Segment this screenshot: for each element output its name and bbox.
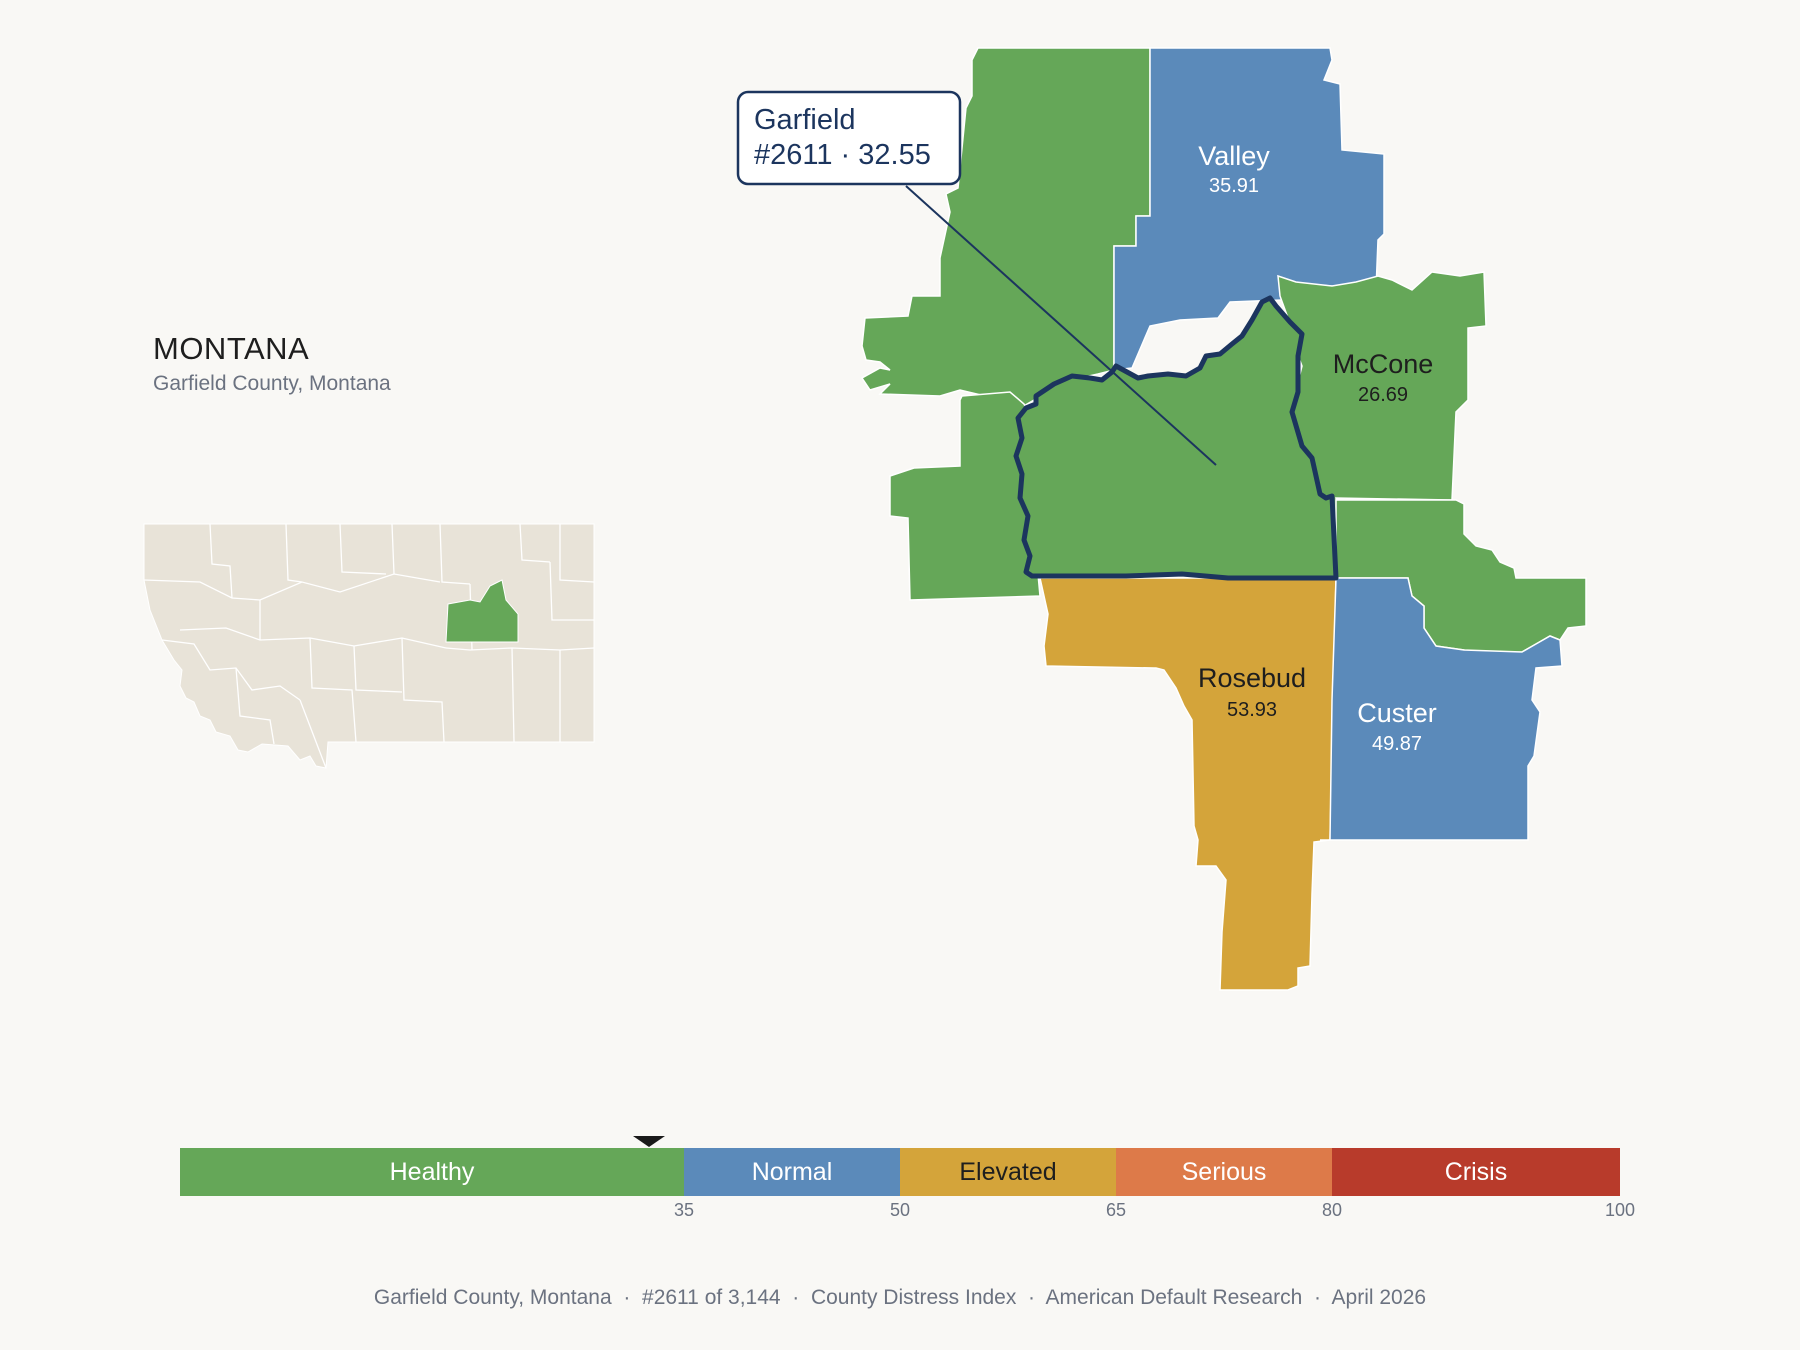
scale-tick: 100 [1604, 1200, 1636, 1220]
footer-publisher: American Default Research [1045, 1286, 1303, 1309]
distress-scale: Healthy Normal Elevated Serious Crisis 35 50 6… [0, 1130, 1800, 1250]
scale-segment-healthy: Healthy [180, 1148, 684, 1196]
garfield-locator [445, 579, 519, 643]
footer-index: County Distress Index [810, 1286, 1017, 1309]
footer-date: April 2026 [1331, 1286, 1427, 1309]
region-map [860, 47, 1587, 991]
scale-segment-elevated: Elevated [900, 1148, 1116, 1196]
state-name: MONTANA [153, 331, 310, 366]
county-northwest[interactable] [860, 47, 1151, 415]
county-subtitle: Garfield County, Montana [153, 372, 391, 395]
state-inset-map [143, 523, 595, 769]
footer: Garfield County, Montana · #2611 of 3,14… [373, 1286, 1427, 1309]
scale-tick: 50 [889, 1200, 911, 1220]
scale-tick: 80 [1321, 1200, 1343, 1220]
scale-segment-serious: Serious [1116, 1148, 1332, 1196]
county-custer[interactable] [1320, 577, 1563, 841]
scale-segment-crisis: Crisis [1332, 1148, 1620, 1196]
scale-tick: 65 [1105, 1200, 1127, 1220]
scale-tick: 35 [673, 1200, 695, 1220]
scale-segment-normal: Normal [684, 1148, 900, 1196]
footer-county: Garfield County, Montana [373, 1286, 612, 1309]
county-rosebud[interactable] [1039, 577, 1337, 991]
footer-rank: #2611 of 3,144 [642, 1286, 781, 1309]
score-marker-icon [632, 1136, 665, 1147]
